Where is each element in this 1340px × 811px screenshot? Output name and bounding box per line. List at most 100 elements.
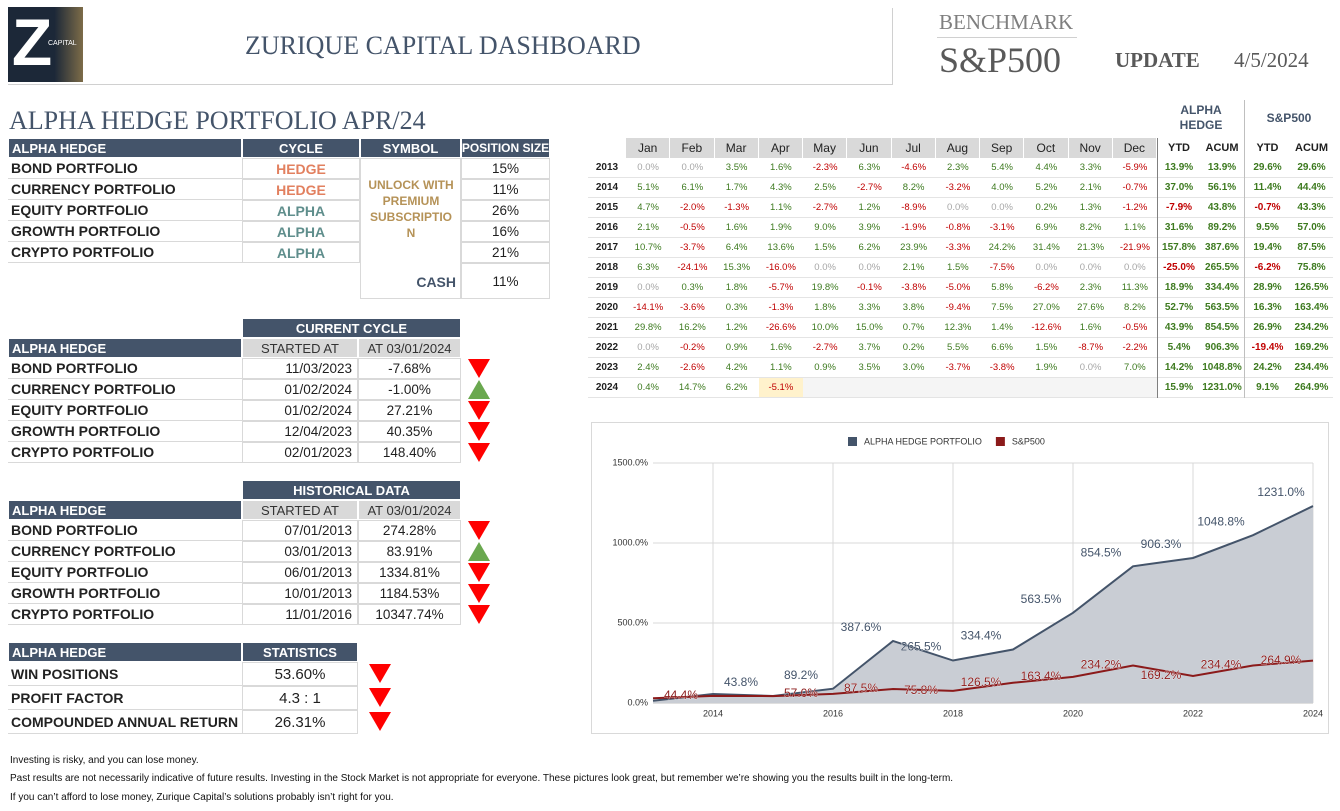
month-header: Jul (891, 138, 936, 158)
monthly-return: 5.1% (626, 178, 671, 198)
return: 40.35% (358, 421, 461, 442)
year: 2020 (588, 298, 626, 318)
monthly-return: 0.0% (626, 158, 671, 178)
symbol-note: UNLOCK WITH PREMIUM SUBSCRIPTION (368, 178, 454, 240)
total-return: -0.7% (1245, 198, 1290, 218)
total-return: 75.8% (1290, 258, 1333, 278)
monthly-return: -0.8% (935, 218, 980, 238)
monthly-return: 1.9% (1024, 358, 1069, 378)
monthly-return: -3.7% (670, 238, 715, 258)
total-return: 37.0% (1158, 178, 1200, 198)
monthly-return: 0.0% (980, 198, 1025, 218)
portfolio-name: EQUITY PORTFOLIO (8, 200, 242, 221)
monthly-return: 0.9% (803, 358, 848, 378)
monthly-return: -0.5% (1112, 318, 1157, 338)
monthly-return: 7.5% (980, 298, 1025, 318)
monthly-return: 19.8% (803, 278, 848, 298)
total-return: 334.4% (1200, 278, 1244, 298)
monthly-return: 1.4% (980, 318, 1025, 338)
monthly-return: 1.8% (714, 278, 759, 298)
monthly-return: 2.1% (891, 258, 936, 278)
disclaimer: Past results are not necessarily indicat… (10, 773, 954, 784)
monthly-return: -3.6% (670, 298, 715, 318)
monthly-return: 4.4% (1024, 158, 1069, 178)
return: 83.91% (358, 541, 461, 562)
monthly-return: -1.3% (758, 298, 803, 318)
monthly-return: 1.5% (1024, 338, 1069, 358)
total-return: 43.3% (1290, 198, 1333, 218)
monthly-return: 6.2% (714, 378, 759, 398)
monthly-return: 3.5% (714, 158, 759, 178)
total-return: 11.4% (1245, 178, 1290, 198)
monthly-return: 0.7% (891, 318, 936, 338)
monthly-return: -21.9% (1112, 238, 1157, 258)
monthly-return: 1.9% (758, 218, 803, 238)
total-return: -25.0% (1158, 258, 1200, 278)
monthly-return: -12.6% (1024, 318, 1069, 338)
monthly-return: 3.5% (847, 358, 892, 378)
monthly-return: 6.1% (670, 178, 715, 198)
total-return: 265.5% (1200, 258, 1244, 278)
return: 1334.81% (358, 562, 461, 583)
year: 2021 (588, 318, 626, 338)
total-return: 1231.0% (1200, 378, 1244, 398)
total-return: 15.9% (1158, 378, 1200, 398)
sub-header: ACUM (1295, 142, 1328, 154)
monthly-return: -24.1% (670, 258, 715, 278)
statistic-name: COMPOUNDED ANNUAL RETURN (8, 710, 242, 734)
update-label: UPDATE (1115, 47, 1200, 72)
month-header: Apr (758, 138, 803, 158)
month-header: Oct (1024, 138, 1069, 158)
month-header: May (803, 138, 848, 158)
monthly-return: 2.1% (626, 218, 671, 238)
monthly-return: 11.3% (1112, 278, 1157, 298)
monthly-return: 1.6% (714, 218, 759, 238)
position-size: 15% (461, 158, 550, 179)
total-return: 13.9% (1200, 158, 1244, 178)
portfolio-name: GROWTH PORTFOLIO (8, 583, 242, 604)
monthly-return: 5.4% (980, 158, 1025, 178)
monthly-return: 0.0% (1112, 258, 1157, 278)
monthly-return: 31.4% (1024, 238, 1069, 258)
monthly-return: -6.2% (1024, 278, 1069, 298)
monthly-return: 2.1% (1068, 178, 1113, 198)
position-size: 21% (461, 242, 550, 263)
monthly-return: 4.7% (626, 198, 671, 218)
monthly-return: 12.3% (935, 318, 980, 338)
monthly-return: -3.3% (935, 238, 980, 258)
monthly-return: -1.9% (891, 218, 936, 238)
trend-down-arrow (468, 422, 490, 441)
trend-up-arrow (468, 380, 490, 399)
started-at: 01/02/2024 (242, 400, 358, 421)
total-return: 29.6% (1245, 158, 1290, 178)
month-header: Dec (1112, 138, 1157, 158)
trend-down-arrow (468, 605, 490, 624)
portfolio-name: CRYPTO PORTFOLIO (8, 242, 242, 263)
sub-header: YTD (1256, 142, 1279, 154)
column-header: STARTED AT (242, 500, 358, 520)
monthly-return: 1.1% (758, 358, 803, 378)
monthly-return: -2.7% (847, 178, 892, 198)
monthly-return: 16.2% (670, 318, 715, 338)
column-header: ALPHA HEDGE (8, 642, 242, 662)
monthly-return: 0.2% (1024, 198, 1069, 218)
column-header: ALPHA HEDGE (8, 338, 242, 358)
portfolio-name: EQUITY PORTFOLIO (8, 562, 242, 583)
total-return: 563.5% (1200, 298, 1244, 318)
return: 27.21% (358, 400, 461, 421)
monthly-return: 5.5% (935, 338, 980, 358)
monthly-return: 3.8% (891, 298, 936, 318)
monthly-return: 1.3% (1068, 198, 1113, 218)
total-return: 24.2% (1245, 358, 1290, 378)
return: -7.68% (358, 358, 461, 379)
monthly-return: 1.2% (714, 318, 759, 338)
total-return: 26.9% (1245, 318, 1290, 338)
monthly-return: -8.7% (1068, 338, 1113, 358)
monthly-return: 10.0% (803, 318, 848, 338)
started-at: 07/01/2013 (242, 520, 358, 541)
benchmark: S&P500 (939, 40, 1062, 80)
trend-down-arrow (468, 584, 490, 603)
position-size: 16% (461, 221, 550, 242)
monthly-return: 1.6% (1068, 318, 1113, 338)
monthly-return: 0.0% (847, 258, 892, 278)
